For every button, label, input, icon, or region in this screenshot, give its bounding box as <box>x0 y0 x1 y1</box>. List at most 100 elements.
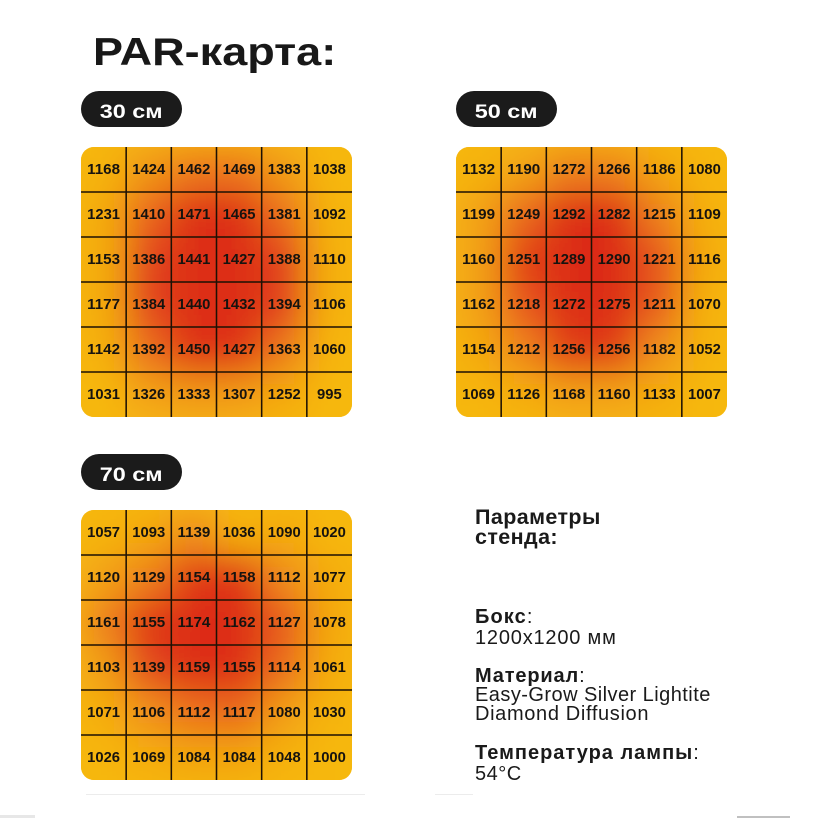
svg-text:1256: 1256 <box>552 342 585 358</box>
svg-text:1410: 1410 <box>132 207 165 223</box>
svg-text:1290: 1290 <box>598 252 631 268</box>
svg-text:1307: 1307 <box>223 387 256 403</box>
svg-text:1080: 1080 <box>688 162 721 178</box>
svg-text:1114: 1114 <box>268 660 302 676</box>
svg-text:1153: 1153 <box>87 252 120 268</box>
svg-text:1392: 1392 <box>132 342 165 358</box>
svg-text:1126: 1126 <box>507 387 540 403</box>
svg-text:1212: 1212 <box>507 342 540 358</box>
svg-text:1231: 1231 <box>87 207 120 223</box>
svg-text:1106: 1106 <box>132 705 165 721</box>
svg-text:1424: 1424 <box>132 162 166 178</box>
svg-text:1168: 1168 <box>87 162 120 178</box>
svg-text:1127: 1127 <box>268 615 301 631</box>
svg-text:1386: 1386 <box>132 252 165 268</box>
svg-text:1256: 1256 <box>598 342 631 358</box>
svg-text:1120: 1120 <box>87 570 120 586</box>
svg-text:1007: 1007 <box>688 387 721 403</box>
svg-text:1292: 1292 <box>552 207 585 223</box>
svg-text:1182: 1182 <box>643 342 676 358</box>
svg-text:1211: 1211 <box>643 297 676 313</box>
svg-text:1069: 1069 <box>462 387 495 403</box>
svg-text:1030: 1030 <box>313 705 346 721</box>
svg-text:1020: 1020 <box>313 525 346 541</box>
svg-text:1106: 1106 <box>313 297 346 313</box>
svg-text:1289: 1289 <box>552 252 585 268</box>
svg-text:1272: 1272 <box>552 162 585 178</box>
svg-text:1060: 1060 <box>313 342 346 358</box>
svg-text:1080: 1080 <box>268 705 301 721</box>
svg-text:1129: 1129 <box>132 570 165 586</box>
svg-text:1215: 1215 <box>643 207 676 223</box>
svg-text:1093: 1093 <box>132 525 165 541</box>
svg-text:1252: 1252 <box>268 387 301 403</box>
svg-text:1154: 1154 <box>462 342 496 358</box>
svg-text:1103: 1103 <box>87 660 120 676</box>
svg-text:1282: 1282 <box>598 207 631 223</box>
svg-text:1139: 1139 <box>132 660 165 676</box>
svg-text:1112: 1112 <box>268 570 301 586</box>
svg-text:1471: 1471 <box>177 207 210 223</box>
svg-text:1450: 1450 <box>177 342 210 358</box>
svg-text:1221: 1221 <box>643 252 676 268</box>
svg-text:1427: 1427 <box>223 252 256 268</box>
svg-text:1132: 1132 <box>462 162 495 178</box>
svg-text:1177: 1177 <box>87 297 120 313</box>
svg-text:1078: 1078 <box>313 615 346 631</box>
svg-text:1155: 1155 <box>132 615 165 631</box>
svg-text:1394: 1394 <box>268 297 302 313</box>
svg-text:1326: 1326 <box>132 387 165 403</box>
svg-text:1090: 1090 <box>268 525 301 541</box>
svg-text:1249: 1249 <box>507 207 540 223</box>
svg-text:1154: 1154 <box>177 570 211 586</box>
svg-text:1159: 1159 <box>177 660 210 676</box>
svg-text:1440: 1440 <box>177 297 210 313</box>
svg-text:1469: 1469 <box>223 162 256 178</box>
svg-text:1052: 1052 <box>688 342 721 358</box>
svg-text:1026: 1026 <box>87 750 120 766</box>
svg-text:1000: 1000 <box>313 750 346 766</box>
svg-text:1110: 1110 <box>313 252 346 268</box>
svg-text:1048: 1048 <box>268 750 301 766</box>
svg-text:1112: 1112 <box>177 705 210 721</box>
svg-text:1333: 1333 <box>177 387 210 403</box>
svg-text:1384: 1384 <box>132 297 166 313</box>
svg-text:1266: 1266 <box>598 162 631 178</box>
svg-text:1133: 1133 <box>643 387 676 403</box>
svg-text:1092: 1092 <box>313 207 346 223</box>
svg-text:1057: 1057 <box>87 525 120 541</box>
svg-text:1116: 1116 <box>688 252 721 268</box>
svg-text:1218: 1218 <box>507 297 540 313</box>
svg-text:1275: 1275 <box>598 297 631 313</box>
svg-text:1161: 1161 <box>87 615 120 631</box>
svg-text:1186: 1186 <box>643 162 676 178</box>
svg-text:1070: 1070 <box>688 297 721 313</box>
svg-text:1038: 1038 <box>313 162 346 178</box>
svg-text:1388: 1388 <box>268 252 301 268</box>
svg-text:1162: 1162 <box>223 615 256 631</box>
svg-text:1031: 1031 <box>87 387 120 403</box>
svg-text:1084: 1084 <box>177 750 211 766</box>
svg-text:1109: 1109 <box>688 207 721 223</box>
svg-text:1168: 1168 <box>552 387 585 403</box>
svg-text:995: 995 <box>317 387 342 403</box>
svg-text:1381: 1381 <box>268 207 301 223</box>
svg-text:1174: 1174 <box>177 615 211 631</box>
svg-text:1162: 1162 <box>462 297 495 313</box>
svg-text:1069: 1069 <box>132 750 165 766</box>
svg-text:1071: 1071 <box>87 705 120 721</box>
svg-text:1462: 1462 <box>177 162 210 178</box>
svg-text:1160: 1160 <box>598 387 631 403</box>
svg-text:1427: 1427 <box>223 342 256 358</box>
svg-text:1061: 1061 <box>313 660 346 676</box>
svg-text:1160: 1160 <box>462 252 495 268</box>
svg-text:1158: 1158 <box>223 570 256 586</box>
svg-text:1036: 1036 <box>223 525 256 541</box>
svg-text:1190: 1190 <box>507 162 540 178</box>
svg-text:1441: 1441 <box>177 252 210 268</box>
svg-text:1084: 1084 <box>223 750 257 766</box>
svg-text:1272: 1272 <box>552 297 585 313</box>
svg-text:1432: 1432 <box>223 297 256 313</box>
svg-text:1363: 1363 <box>268 342 301 358</box>
svg-text:1251: 1251 <box>507 252 540 268</box>
